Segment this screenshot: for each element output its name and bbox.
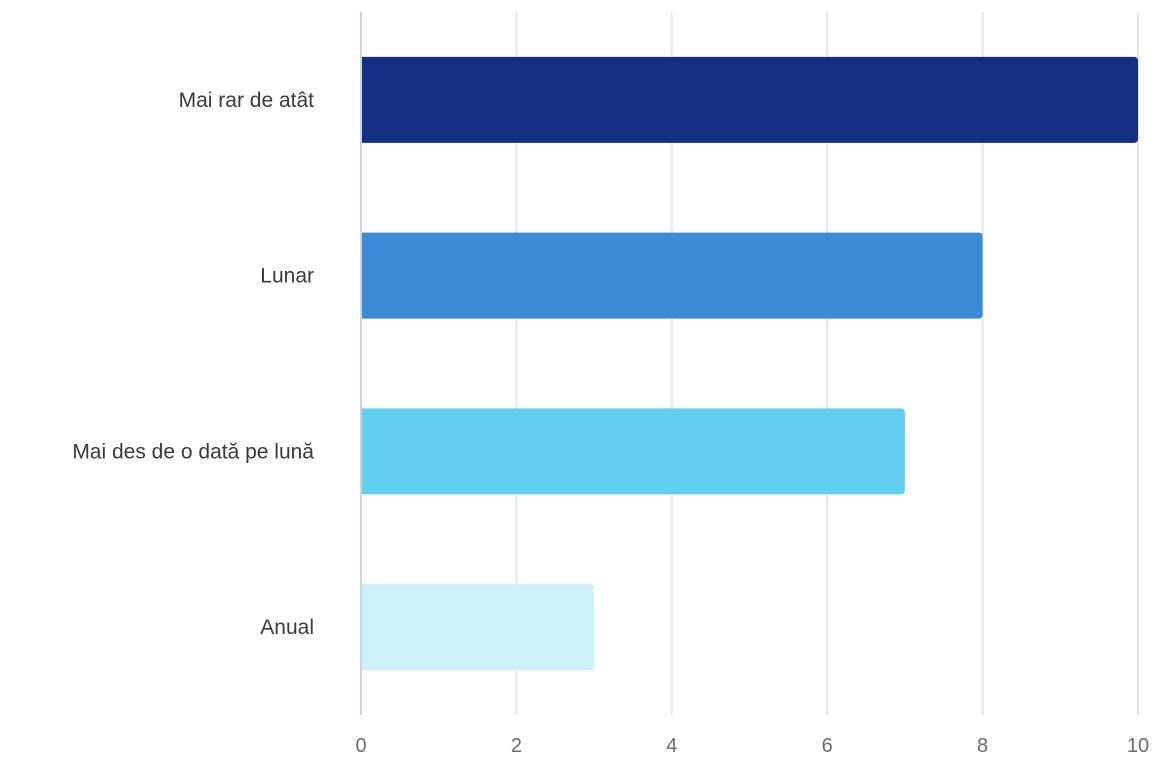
x-tick-labels: 0 2 4 6 8 10 bbox=[355, 735, 1149, 757]
bar bbox=[361, 232, 983, 319]
category-label: Anual bbox=[260, 616, 314, 639]
x-tick-label: 10 bbox=[1127, 735, 1149, 757]
category-label: Lunar bbox=[260, 265, 314, 288]
bars bbox=[361, 56, 1138, 671]
bar bbox=[361, 56, 1138, 143]
x-tick-label: 0 bbox=[355, 735, 366, 757]
category-label: Mai des de o dată pe lună bbox=[72, 440, 314, 463]
bar bbox=[361, 408, 905, 495]
x-tick-label: 2 bbox=[511, 735, 522, 757]
category-labels: Mai rar de atât Lunar Mai des de o dată pe… bbox=[72, 89, 314, 639]
x-tick-label: 6 bbox=[822, 735, 833, 757]
x-tick-label: 4 bbox=[666, 735, 677, 757]
category-label: Mai rar de atât bbox=[179, 89, 315, 112]
x-tick-label: 8 bbox=[977, 735, 988, 757]
bar bbox=[361, 584, 595, 671]
